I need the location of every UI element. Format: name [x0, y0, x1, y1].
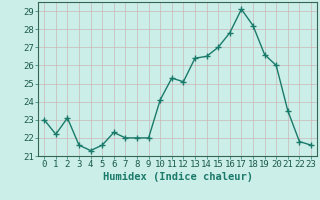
X-axis label: Humidex (Indice chaleur): Humidex (Indice chaleur)	[103, 172, 252, 182]
